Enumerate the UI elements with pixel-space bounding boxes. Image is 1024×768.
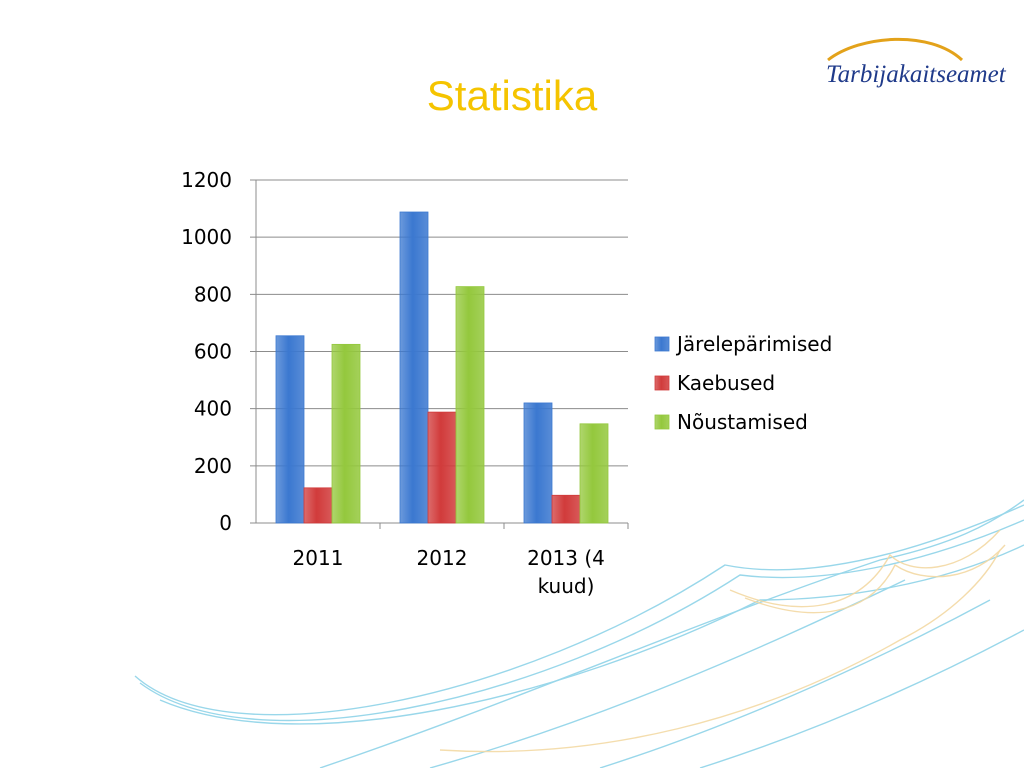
- bar: [399, 211, 429, 524]
- bars: [275, 211, 609, 524]
- legend-label: Nõustamised: [677, 410, 808, 434]
- x-tick-label: 2011: [293, 546, 344, 570]
- y-tick-label: 800: [194, 282, 232, 306]
- x-tick-label: kuud): [538, 574, 595, 598]
- y-tick-label: 400: [194, 397, 232, 421]
- x-tick-label: 2012: [417, 546, 468, 570]
- logo-text: Tarbijakaitseamet: [826, 61, 1007, 88]
- legend: Järelepärimised Kaebused Nõustamised: [654, 332, 832, 434]
- y-tick-label: 200: [194, 454, 232, 478]
- y-tick-label: 0: [219, 511, 232, 535]
- x-tick-label: 2013 (4: [527, 546, 605, 570]
- legend-swatch: [654, 375, 670, 391]
- logo-swoosh: [827, 37, 964, 62]
- bar: [455, 286, 485, 524]
- bar: [523, 402, 553, 524]
- y-axis: 0 200 400 600 800 1000 1200: [181, 168, 257, 535]
- bar: [427, 411, 457, 524]
- y-tick-label: 600: [194, 340, 232, 364]
- bar: [275, 335, 305, 524]
- y-tick-label: 1000: [181, 225, 232, 249]
- brand-logo: Tarbijakaitseamet: [826, 37, 1007, 88]
- legend-swatch: [654, 414, 670, 430]
- legend-label: Järelepärimised: [675, 332, 832, 356]
- x-axis: 2011 2012 2013 (4 kuud): [293, 523, 629, 598]
- bar: [551, 494, 581, 524]
- bar: [579, 423, 609, 524]
- slide-title: Statistika: [426, 72, 598, 119]
- bar: [331, 343, 361, 524]
- bar: [303, 487, 333, 524]
- legend-label: Kaebused: [677, 371, 775, 395]
- legend-swatch: [654, 336, 670, 352]
- y-tick-label: 1200: [181, 168, 232, 192]
